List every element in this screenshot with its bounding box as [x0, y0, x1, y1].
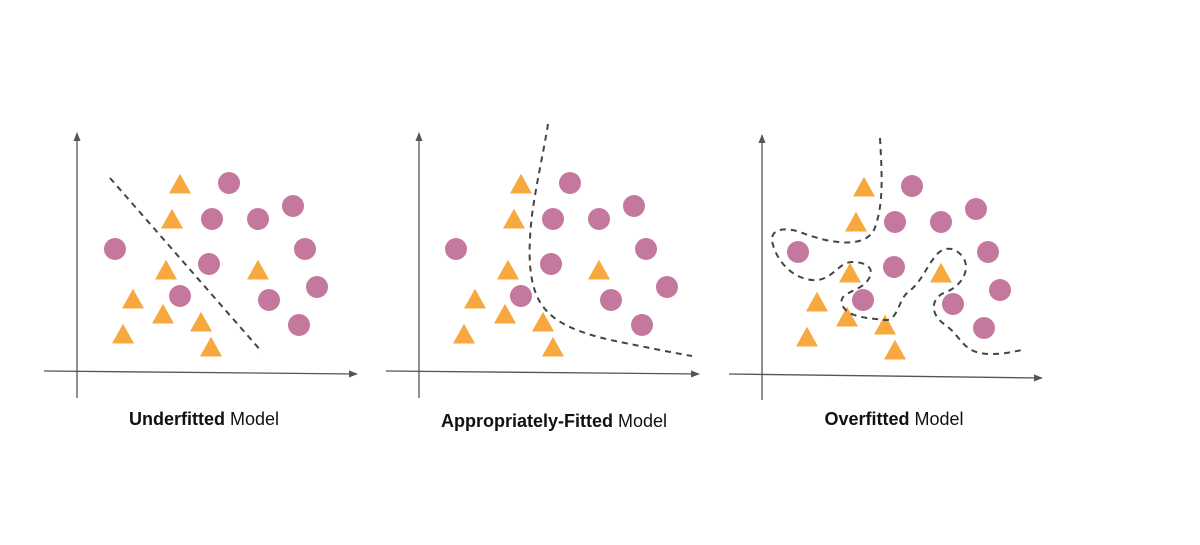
circle-point — [635, 238, 657, 260]
decision-boundary-wiggly-curve — [770, 137, 1023, 356]
x-axis — [728, 373, 1043, 382]
triangle-point — [453, 323, 475, 344]
triangle-point — [169, 173, 191, 194]
triangle-point — [532, 311, 554, 332]
panel-underfitted: Underfitted Model — [43, 132, 358, 429]
circle-point — [218, 172, 240, 194]
panel-appropriately-fitted: Appropriately-Fitted Model — [385, 123, 700, 431]
circle-point — [623, 195, 645, 217]
circle-point — [282, 195, 304, 217]
circle-point — [852, 289, 874, 311]
x-axis — [43, 370, 358, 378]
circle-point — [559, 172, 581, 194]
triangle-point — [806, 291, 828, 312]
caption-appropriately-fitted: Appropriately-Fitted Model — [441, 411, 667, 431]
circle-point — [600, 289, 622, 311]
caption-rest: Model — [613, 411, 667, 431]
triangle-point — [155, 259, 177, 280]
triangle-point — [853, 176, 875, 197]
triangle-point — [542, 336, 564, 357]
triangle-point — [161, 208, 183, 229]
caption-bold: Appropriately-Fitted — [441, 411, 613, 431]
circle-point — [510, 285, 532, 307]
circle-point — [989, 279, 1011, 301]
triangle-point — [190, 311, 212, 332]
triangle-point — [836, 306, 858, 327]
triangle-point — [510, 173, 532, 194]
circle-point — [884, 211, 906, 233]
circle-point — [542, 208, 564, 230]
circle-point — [631, 314, 653, 336]
circle-point — [445, 238, 467, 260]
circle-point — [294, 238, 316, 260]
circle-point — [247, 208, 269, 230]
caption-underfitted: Underfitted Model — [129, 409, 279, 429]
caption-bold: Underfitted — [129, 409, 225, 429]
triangle-point — [247, 259, 269, 280]
triangle-point — [503, 208, 525, 229]
caption-rest: Model — [225, 409, 279, 429]
decision-boundary-curve — [528, 123, 693, 357]
triangle-point — [464, 288, 486, 309]
circle-point — [288, 314, 310, 336]
circle-point — [104, 238, 126, 260]
circle-point — [588, 208, 610, 230]
triangle-point — [152, 303, 174, 324]
panel-overfitted: Overfitted Model — [728, 134, 1043, 429]
circle-point — [901, 175, 923, 197]
circle-point — [198, 253, 220, 275]
triangle-point — [839, 262, 861, 283]
circle-point — [169, 285, 191, 307]
triangle-point — [200, 336, 222, 357]
circle-point — [540, 253, 562, 275]
triangle-point — [796, 326, 818, 347]
circle-point — [930, 211, 952, 233]
caption-bold: Overfitted — [824, 409, 909, 429]
points-overfitted — [787, 175, 1011, 360]
circle-point — [201, 208, 223, 230]
circle-point — [977, 241, 999, 263]
triangle-point — [497, 259, 519, 280]
triangle-point — [112, 323, 134, 344]
points-underfitted — [104, 172, 328, 357]
circle-point — [656, 276, 678, 298]
triangle-point — [930, 262, 952, 283]
caption-overfitted: Overfitted Model — [824, 409, 963, 429]
triangle-point — [874, 314, 896, 335]
decision-boundary-line — [109, 177, 263, 353]
x-axis — [385, 370, 700, 378]
circle-point — [258, 289, 280, 311]
circle-point — [883, 256, 905, 278]
circle-point — [973, 317, 995, 339]
triangle-point — [884, 339, 906, 360]
caption-rest: Model — [910, 409, 964, 429]
triangle-point — [122, 288, 144, 309]
triangle-point — [588, 259, 610, 280]
triangle-point — [494, 303, 516, 324]
points-appropriately-fitted — [445, 172, 678, 357]
circle-point — [942, 293, 964, 315]
circle-point — [787, 241, 809, 263]
triangle-point — [845, 211, 867, 232]
circle-point — [965, 198, 987, 220]
circle-point — [306, 276, 328, 298]
